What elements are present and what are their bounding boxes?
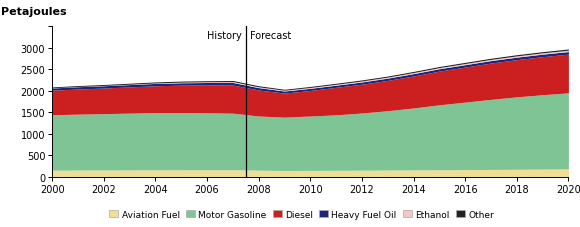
Text: Petajoules: Petajoules [1, 7, 67, 17]
Legend: Aviation Fuel, Motor Gasoline, Diesel, Heavy Fuel Oil, Ethanol, Other: Aviation Fuel, Motor Gasoline, Diesel, H… [106, 206, 498, 222]
Text: Forecast: Forecast [249, 31, 291, 41]
Text: History: History [207, 31, 242, 41]
